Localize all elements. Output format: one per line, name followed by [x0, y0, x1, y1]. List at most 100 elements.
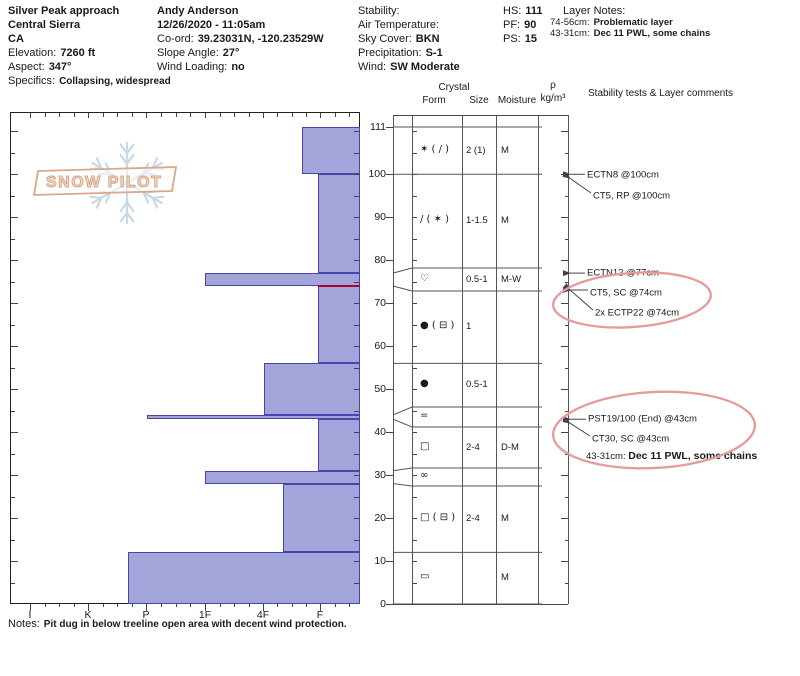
- hardness-major-tick: [205, 113, 206, 118]
- depth-tick: [354, 410, 359, 412]
- form-column-tick: [413, 453, 417, 455]
- depth-tick: [354, 561, 359, 563]
- form-column-tick: [413, 238, 417, 240]
- hardness-minor-tick: [248, 604, 250, 607]
- depth-tick: [354, 582, 359, 584]
- depth-tick: [11, 518, 18, 520]
- aspect-value: 347°: [48, 61, 72, 73]
- stability-axis-tick: [565, 410, 568, 412]
- elevation-value: 7260 ft: [60, 47, 96, 59]
- form-column-tick: [413, 346, 417, 348]
- hardness-minor-tick: [334, 604, 336, 607]
- stability-test-label: ECTN12 @77cm: [587, 267, 659, 279]
- depth-tick: [354, 217, 359, 219]
- hardness-minor-tick: [175, 604, 177, 607]
- hardness-minor-tick: [59, 604, 60, 607]
- depth-tick: [354, 303, 359, 305]
- form-column-tick: [413, 518, 417, 520]
- wind-value: SW Moderate: [390, 61, 460, 73]
- ps-label: PS:: [503, 33, 521, 45]
- hardness-major-tick: [88, 604, 89, 611]
- grain-form-cell: □ ( ⊟ ): [420, 512, 456, 524]
- layer-boundary-line: [392, 267, 542, 274]
- depth-axis-label: 50: [374, 382, 386, 395]
- form-column-tick: [413, 152, 417, 154]
- moisture-cell: M: [501, 144, 509, 156]
- depth-tick: [11, 281, 15, 283]
- form-column-tick: [413, 174, 417, 176]
- grain-size-cell: 2-4: [466, 513, 480, 525]
- hardness-minor-tick: [44, 113, 46, 117]
- stability-test-label: CT5, SC @74cm: [590, 287, 662, 299]
- depth-tick: [11, 324, 15, 326]
- depth-tick: [354, 131, 359, 133]
- hardness-axis-label: P: [142, 609, 150, 621]
- depth-tick: [354, 174, 359, 176]
- depth-axis-tick: [386, 174, 393, 176]
- stability-axis-tick: [565, 539, 568, 541]
- depth-axis-label: 100: [368, 167, 386, 180]
- site-info-column: Silver Peak approach Central Sierra CA E…: [8, 4, 171, 88]
- depth-tick: [354, 518, 359, 520]
- pf-value: 90: [524, 19, 537, 31]
- hardness-major-tick: [30, 113, 31, 118]
- depth-axis-label: 0: [380, 597, 386, 610]
- grain-form-cell: ● ( ⊟ ): [420, 320, 455, 332]
- depth-axis-tick: [386, 561, 393, 563]
- layer-boundary-line: [392, 467, 542, 472]
- stability-axis-tick: [561, 561, 568, 563]
- coord-label: Co-ord:: [157, 33, 194, 45]
- layer-note-1-text: Problematic layer: [593, 17, 673, 28]
- depth-tick: [11, 453, 15, 455]
- inline-comment-text: Dec 11 PWL, some chains: [628, 450, 758, 462]
- hardness-major-tick: [320, 604, 321, 611]
- form-column-tick: [413, 496, 417, 498]
- snow-layer-bar: [318, 174, 360, 274]
- hardness-minor-tick: [277, 604, 279, 607]
- sky-cover-value: BKN: [415, 33, 440, 45]
- depth-tick: [11, 303, 18, 305]
- depth-tick: [354, 346, 359, 348]
- layer-note-2-text: Dec 11 PWL, some chains: [593, 28, 711, 39]
- table-vline: [496, 115, 497, 604]
- grain-size-cell: 0.5-1: [466, 379, 488, 391]
- hardness-minor-tick: [131, 113, 133, 117]
- stability-axis-tick: [565, 324, 568, 326]
- stability-axis-tick: [565, 453, 568, 455]
- depth-axis-tick: [386, 217, 393, 219]
- stability-axis-tick: [561, 475, 568, 477]
- aspect-label: Aspect:: [8, 61, 45, 73]
- stability-axis-tick: [561, 389, 568, 391]
- density-column-header: ρ: [550, 80, 556, 91]
- layer-note-1: 74-56cm: Problematic layer: [550, 17, 673, 29]
- snow-layer-bar: [283, 483, 360, 553]
- depth-tick: [354, 389, 359, 391]
- stability-axis-tick: [561, 174, 568, 176]
- specifics-label: Specifics:: [8, 75, 56, 87]
- snow-layer-bar: [264, 363, 360, 415]
- coord-value: 39.23031N, -120.23529W: [197, 33, 324, 45]
- hardness-axis-label: 4F: [256, 609, 270, 621]
- depth-tick: [354, 367, 359, 369]
- form-column-tick: [413, 432, 417, 434]
- stability-axis-tick: [565, 195, 568, 197]
- stability-axis-tick: [565, 152, 568, 154]
- depth-tick: [11, 539, 15, 541]
- depth-tick: [11, 131, 18, 133]
- layer-note-2: 43-31cm: Dec 11 PWL, some chains: [550, 28, 710, 40]
- hardness-minor-tick: [234, 604, 235, 607]
- grain-form-cell: ∞: [420, 470, 429, 481]
- form-column-header: Form: [422, 95, 446, 106]
- hardness-major-tick: [263, 604, 264, 611]
- depth-axis-label: 90: [374, 210, 386, 223]
- depth-tick: [354, 453, 359, 455]
- depth-axis-label: 30: [374, 468, 386, 481]
- form-column-tick: [413, 539, 417, 541]
- depth-tick: [354, 432, 359, 434]
- stability-axis-tick: [565, 496, 568, 498]
- grain-form-cell: ♡: [420, 272, 429, 284]
- layer-note-2-range: 43-31cm:: [550, 28, 590, 39]
- depth-tick: [354, 324, 359, 326]
- stability-axis-tick: [561, 303, 568, 305]
- table-bottom-border: [393, 604, 568, 605]
